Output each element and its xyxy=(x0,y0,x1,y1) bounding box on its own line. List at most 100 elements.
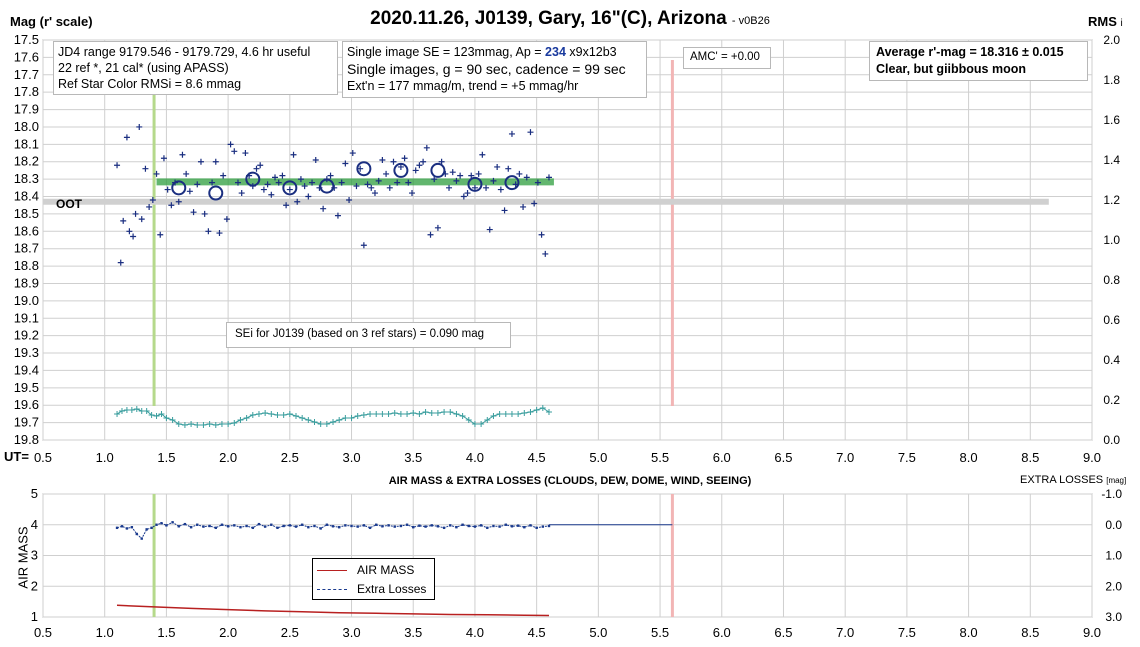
legend-item-extra-losses: Extra Losses xyxy=(317,580,430,599)
bottom-x-tick-label: 5.5 xyxy=(651,625,669,640)
single-image-point xyxy=(294,198,301,205)
rms-point xyxy=(280,412,287,418)
single-image-point xyxy=(190,209,197,216)
single-image-point xyxy=(360,242,367,249)
extra-losses-point xyxy=(442,526,446,530)
single-image-point xyxy=(253,165,260,172)
single-image-point xyxy=(379,157,386,163)
extra-losses-point xyxy=(449,524,452,527)
extra-losses-point xyxy=(313,524,316,528)
single-image-point xyxy=(186,188,193,195)
bottom-x-tick-label: 5.0 xyxy=(589,625,607,640)
info-range-line: JD4 range 9179.546 - 9179.729, 4.6 hr us… xyxy=(58,45,311,59)
top-ticks: 17.5 17.6 17.7 17.8 17.9 18.0 18.1 18.2 18.3 18.4… xyxy=(14,32,1121,465)
rms-point xyxy=(143,408,150,414)
extra-losses-point xyxy=(535,526,538,530)
extra-losses-point xyxy=(387,524,390,527)
top-y-tick-label: 18.4 xyxy=(14,189,39,204)
extra-losses-point xyxy=(135,532,138,536)
single-image-point xyxy=(416,162,423,169)
top-x-tick-label: 9.0 xyxy=(1083,450,1101,465)
single-image-point xyxy=(516,170,523,177)
rms-point xyxy=(200,422,207,428)
bottom-y2-tick-label: -1.0 xyxy=(1101,487,1122,501)
extra-losses-point xyxy=(294,525,298,528)
top-y2-tick-label: 1.6 xyxy=(1103,113,1120,127)
rms-point xyxy=(508,411,515,417)
extra-losses-point xyxy=(412,526,415,529)
extra-losses-point xyxy=(375,523,378,526)
rms-point xyxy=(391,410,398,416)
bottom-x-tick-label: 6.0 xyxy=(713,625,731,640)
extra-losses-point xyxy=(319,527,322,530)
single-image-point xyxy=(209,179,216,186)
rms-point xyxy=(515,411,522,417)
single-image-point xyxy=(545,174,552,181)
averaged-point xyxy=(393,162,409,178)
top-x-tick-label: 0.5 xyxy=(34,450,52,465)
rms-point xyxy=(311,419,318,425)
extra-losses-point xyxy=(189,526,193,529)
rms-point xyxy=(342,415,349,421)
top-x-tick-label: 3.0 xyxy=(342,450,360,465)
top-y-tick-label: 19.8 xyxy=(14,432,39,447)
single-image-point xyxy=(157,231,164,238)
averaged-point xyxy=(208,185,224,201)
single-image-point xyxy=(130,233,137,240)
extra-losses-point xyxy=(145,528,148,531)
extra-losses-point xyxy=(467,524,470,528)
single-image-point xyxy=(132,210,139,217)
rms-point xyxy=(410,410,417,416)
rms-point xyxy=(158,411,165,417)
top-y-tick-label: 18.2 xyxy=(14,154,39,169)
bottom-y-tick-label: 4 xyxy=(31,517,38,532)
extra-losses-point xyxy=(393,525,396,528)
extra-losses-point xyxy=(325,523,329,526)
rms-point xyxy=(539,405,546,411)
extra-losses-point xyxy=(183,522,187,526)
rms-point xyxy=(206,421,213,427)
rms-point xyxy=(397,411,404,417)
single-image-point xyxy=(168,202,175,209)
extra-losses-point xyxy=(155,523,158,526)
single-image-point xyxy=(194,181,201,188)
rms-point xyxy=(299,415,306,421)
rms-point xyxy=(268,411,275,417)
bottom-y2-tick-label: 1.0 xyxy=(1105,549,1122,563)
top-y-tick-label: 18.9 xyxy=(14,275,39,290)
extra-losses-point xyxy=(498,525,501,528)
rms-point xyxy=(286,411,293,417)
aperture-value: 234 xyxy=(545,45,566,59)
ut-label: UT= xyxy=(4,449,29,464)
extra-losses-point xyxy=(436,525,440,528)
rms-point xyxy=(188,421,195,427)
single-image-point xyxy=(490,177,497,184)
single-image-point xyxy=(286,186,293,193)
average-mag-line: Average r'-mag = 18.316 ± 0.015 xyxy=(876,45,1064,59)
single-image-point xyxy=(460,193,467,200)
extra-losses-point xyxy=(220,523,224,526)
extra-losses-point xyxy=(226,525,230,528)
top-y-tick-label: 19.0 xyxy=(14,293,39,308)
extra-losses-point xyxy=(350,524,353,528)
extra-losses-point xyxy=(171,521,174,524)
top-y-tick-label: 19.3 xyxy=(14,345,39,360)
chart-title: 2020.11.26, J0139, Gary, 16"(C), Arizona… xyxy=(370,8,770,29)
extra-losses-point xyxy=(150,526,153,530)
top-x-tick-label: 8.0 xyxy=(960,450,978,465)
extinction-line: Ext'n = 177 mmag/m, trend = +5 mmag/hr xyxy=(347,79,579,93)
extra-losses-point xyxy=(251,526,254,530)
extra-losses-point xyxy=(405,523,409,526)
extra-losses-point xyxy=(140,537,143,540)
extra-losses-point xyxy=(337,526,341,529)
rms-point xyxy=(521,410,528,416)
extra-losses-point xyxy=(381,525,384,528)
top-x-tick-label: 8.5 xyxy=(1021,450,1039,465)
top-y2-tick-label: 0.0 xyxy=(1103,433,1120,447)
rms-point xyxy=(490,413,497,419)
rms-point xyxy=(465,417,472,423)
extra-losses-point xyxy=(461,523,464,526)
rms-point xyxy=(496,411,503,417)
top-x-tick-label: 1.0 xyxy=(96,450,114,465)
top-grid xyxy=(42,39,1093,441)
